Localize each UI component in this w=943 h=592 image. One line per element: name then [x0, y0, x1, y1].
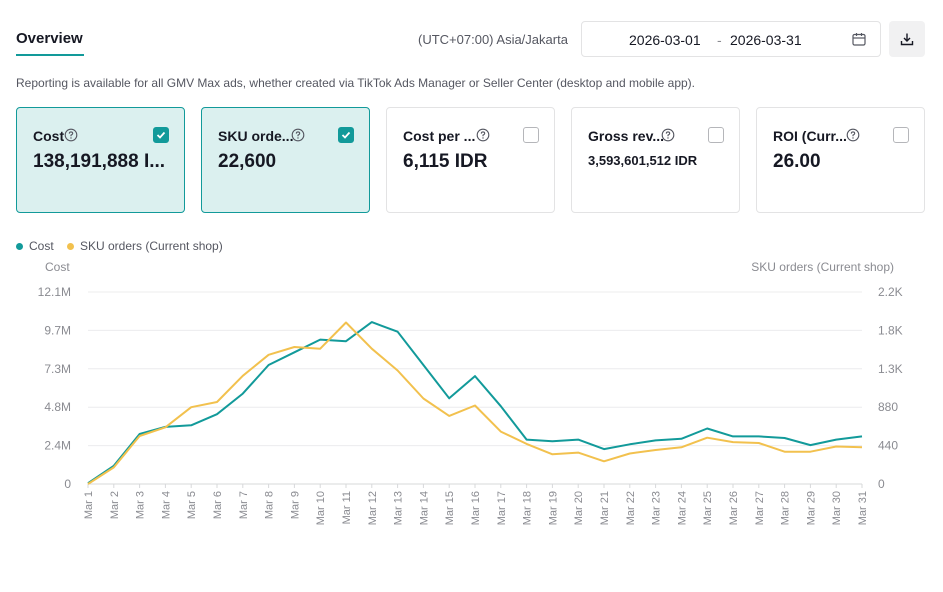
y-tick-left: 4.8M	[44, 400, 71, 414]
date-end[interactable]: 2026-03-31	[730, 32, 802, 48]
legend-dot	[16, 243, 23, 251]
metric-title: Cost per ...	[403, 128, 476, 144]
tab-overview[interactable]: Overview	[16, 30, 83, 47]
metric-card-gross-revenue[interactable]: Gross rev... 3,593,601,512 IDR	[571, 107, 740, 213]
x-tick-label: Mar 7	[238, 491, 250, 519]
x-tick-label: Mar 13	[393, 491, 405, 525]
help-icon[interactable]	[661, 128, 675, 142]
reporting-notice: Reporting is available for all GMV Max a…	[16, 76, 695, 90]
date-start[interactable]: 2026-03-01	[629, 32, 701, 48]
metric-card-cost[interactable]: Cost 138,191,888 I...	[16, 107, 185, 213]
x-tick-label: Mar 2	[109, 491, 121, 519]
y-tick-right: 440	[878, 439, 898, 453]
timezone-label: (UTC+07:00) Asia/Jakarta	[418, 32, 568, 47]
legend-label: Cost	[29, 239, 54, 253]
y-axis-right-title: SKU orders (Current shop)	[751, 260, 894, 274]
x-tick-label: Mar 23	[651, 491, 663, 525]
tab-active-indicator	[16, 54, 84, 56]
metric-title: ROI (Curr...	[773, 128, 847, 144]
x-tick-label: Mar 12	[367, 491, 379, 525]
y-tick-left: 12.1M	[38, 285, 71, 299]
date-separator: -	[717, 32, 722, 48]
x-tick-label: Mar 19	[547, 491, 559, 525]
y-axis-left-title: Cost	[45, 260, 70, 274]
metric-checkbox[interactable]	[153, 127, 169, 143]
x-tick-label: Mar 1	[83, 491, 95, 519]
calendar-icon[interactable]	[852, 32, 866, 46]
x-tick-label: Mar 6	[212, 491, 224, 519]
metric-checkbox[interactable]	[893, 127, 909, 143]
y-tick-right: 880	[878, 400, 898, 414]
metric-card-cost-per-order[interactable]: Cost per ... 6,115 IDR	[386, 107, 555, 213]
help-icon[interactable]	[476, 128, 490, 142]
x-tick-label: Mar 24	[676, 491, 688, 525]
x-tick-label: Mar 16	[470, 491, 482, 525]
x-tick-label: Mar 29	[805, 491, 817, 525]
legend-item-sku-orders[interactable]: SKU orders (Current shop)	[67, 239, 223, 253]
metric-value: 3,593,601,512 IDR	[588, 153, 698, 168]
y-tick-left: 0	[64, 477, 71, 491]
x-tick-label: Mar 30	[831, 491, 843, 525]
help-icon[interactable]	[291, 128, 305, 142]
download-button[interactable]	[889, 21, 925, 57]
metric-value: 22,600	[218, 151, 277, 172]
x-tick-label: Mar 3	[135, 491, 147, 519]
metric-value: 6,115 IDR	[403, 151, 488, 172]
x-tick-label: Mar 10	[315, 491, 327, 525]
series-line-cost	[87, 321, 863, 485]
x-tick-label: Mar 9	[289, 491, 301, 519]
date-range-picker[interactable]: 2026-03-01 - 2026-03-31	[581, 21, 881, 57]
y-tick-right: 0	[878, 477, 885, 491]
x-tick-label: Mar 26	[728, 491, 740, 525]
help-icon[interactable]	[846, 128, 860, 142]
metric-card-roi[interactable]: ROI (Curr... 26.00	[756, 107, 925, 213]
x-tick-label: Mar 4	[160, 491, 172, 519]
metric-checkbox[interactable]	[338, 127, 354, 143]
metric-title: Gross rev...	[588, 128, 665, 144]
x-tick-label: Mar 5	[186, 491, 198, 519]
x-tick-label: Mar 17	[496, 491, 508, 525]
x-tick-label: Mar 8	[264, 491, 276, 519]
x-tick-label: Mar 15	[444, 491, 456, 525]
download-icon	[900, 33, 914, 46]
help-icon[interactable]	[64, 128, 78, 142]
metric-value: 26.00	[773, 151, 821, 172]
legend-dot	[67, 243, 74, 251]
metric-card-sku-orders[interactable]: SKU orde... 22,600	[201, 107, 370, 213]
metric-checkbox[interactable]	[523, 127, 539, 143]
metric-value: 138,191,888 I...	[33, 151, 166, 172]
series-line-sku-orders	[87, 321, 863, 485]
metric-title: Cost	[33, 128, 65, 144]
y-tick-right: 2.2K	[878, 285, 903, 299]
x-tick-label: Mar 22	[625, 491, 637, 525]
y-tick-right: 1.8K	[878, 323, 903, 337]
x-tick-label: Mar 21	[599, 491, 611, 525]
x-tick-label: Mar 18	[522, 491, 534, 525]
x-tick-label: Mar 14	[418, 491, 430, 525]
x-tick-label: Mar 25	[702, 491, 714, 525]
legend-label: SKU orders (Current shop)	[80, 239, 223, 253]
y-tick-left: 9.7M	[44, 323, 71, 337]
y-tick-right: 1.3K	[878, 362, 903, 376]
x-tick-label: Mar 31	[857, 491, 869, 525]
x-tick-label: Mar 20	[573, 491, 585, 525]
legend-item-cost[interactable]: Cost	[16, 239, 54, 253]
metric-title: SKU orde...	[218, 128, 294, 144]
x-tick-label: Mar 27	[754, 491, 766, 525]
x-tick-label: Mar 11	[341, 491, 353, 524]
x-tick-label: Mar 28	[780, 491, 792, 525]
metric-checkbox[interactable]	[708, 127, 724, 143]
y-tick-left: 2.4M	[44, 439, 71, 453]
y-tick-left: 7.3M	[44, 362, 71, 376]
